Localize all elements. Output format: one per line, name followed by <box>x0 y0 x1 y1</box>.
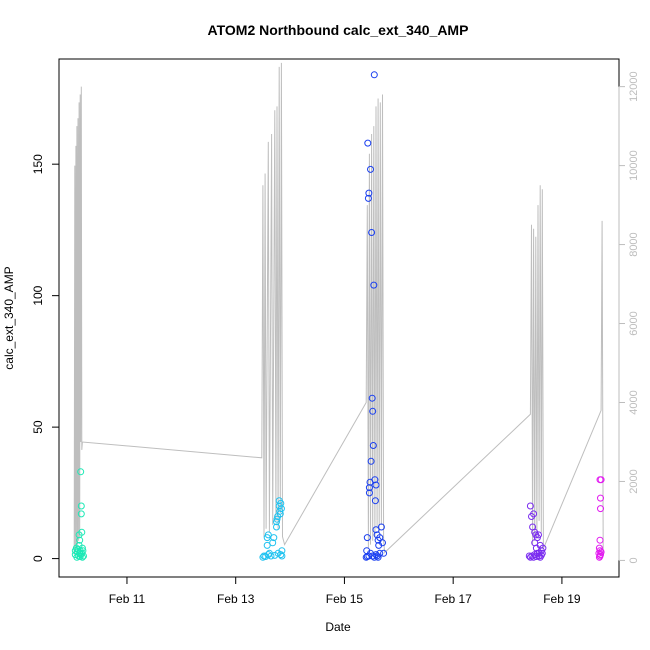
y-tick-label: 0 <box>31 555 45 562</box>
x-tick-label: Feb 13 <box>217 592 255 606</box>
y2-tick-label: 8000 <box>628 232 640 256</box>
y2-tick-label: 4000 <box>628 390 640 414</box>
data-point <box>77 510 85 518</box>
data-point <box>364 194 372 202</box>
data-point <box>364 139 372 147</box>
data-point <box>269 539 277 547</box>
data-point <box>376 549 384 557</box>
y-tick-label: 50 <box>31 420 45 434</box>
data-point <box>380 549 388 557</box>
x-tick-label: Feb 15 <box>326 592 364 606</box>
x-axis-label: Date <box>325 620 351 634</box>
data-point <box>363 534 371 542</box>
data-point <box>369 442 377 449</box>
data-point <box>369 407 377 415</box>
data-point <box>277 551 285 559</box>
data-point <box>263 541 271 549</box>
scatter-points <box>71 71 605 561</box>
data-point <box>372 526 380 534</box>
chart-title: ATOM2 Northbound calc_ext_340_AMP <box>208 22 469 38</box>
data-point <box>371 476 379 484</box>
y-axis-left: 0 50 100 150 <box>31 154 60 562</box>
data-point <box>597 476 605 484</box>
data-point <box>370 71 378 79</box>
grey-line-series <box>73 62 604 555</box>
data-point <box>367 165 374 173</box>
data-point <box>365 484 373 492</box>
y2-tick-label: 10000 <box>628 150 640 181</box>
data-point <box>273 523 280 531</box>
data-point <box>372 481 380 489</box>
data-point <box>368 394 376 402</box>
data-point <box>530 510 538 518</box>
data-point <box>277 499 285 507</box>
data-point <box>371 497 379 505</box>
data-point <box>78 553 86 561</box>
data-point <box>526 553 534 561</box>
data-point <box>535 531 542 539</box>
x-axis: Feb 11 Feb 13 Feb 15 Feb 17 Feb 19 <box>109 576 581 606</box>
data-point <box>368 229 376 236</box>
data-point <box>77 468 85 476</box>
grey-line <box>73 62 604 555</box>
x-tick-label: Feb 11 <box>109 592 146 606</box>
x-tick-label: Feb 17 <box>434 592 472 606</box>
data-point <box>597 505 604 513</box>
y2-tick-label: 6000 <box>628 311 640 335</box>
data-point <box>370 281 378 289</box>
data-point <box>363 553 371 560</box>
y2-tick-label: 2000 <box>628 469 640 493</box>
data-point <box>80 552 87 560</box>
data-point <box>537 551 545 559</box>
data-point <box>379 539 386 547</box>
data-point <box>264 531 272 539</box>
data-point <box>76 536 84 544</box>
data-point <box>365 189 373 197</box>
data-point <box>596 536 604 544</box>
y2-tick-label: 12000 <box>628 71 640 102</box>
data-point <box>367 457 375 465</box>
data-point <box>276 510 284 518</box>
data-point <box>374 553 382 561</box>
y-tick-label: 150 <box>31 154 45 174</box>
x-tick-label: Feb 19 <box>543 592 581 606</box>
data-point <box>597 548 605 556</box>
data-point <box>278 547 286 555</box>
data-point <box>77 502 85 510</box>
data-point <box>273 515 281 523</box>
y-tick-label: 100 <box>31 285 45 305</box>
data-point <box>78 528 86 536</box>
data-point <box>273 518 280 526</box>
data-point <box>525 552 533 560</box>
data-point <box>365 489 373 497</box>
y-axis-label: calc_ext_340_AMP <box>2 266 16 369</box>
data-point <box>267 552 275 560</box>
data-point <box>539 544 547 552</box>
data-point <box>595 544 603 552</box>
data-point <box>526 502 534 510</box>
y-axis-right: 0 2000 4000 6000 8000 10000 12000 <box>618 71 640 563</box>
data-point <box>78 544 86 552</box>
data-point <box>270 534 278 542</box>
data-point <box>277 505 285 513</box>
data-point <box>79 547 87 555</box>
y2-tick-label: 0 <box>628 557 640 563</box>
data-point <box>377 523 385 531</box>
data-point <box>278 552 286 560</box>
data-point <box>597 494 604 502</box>
